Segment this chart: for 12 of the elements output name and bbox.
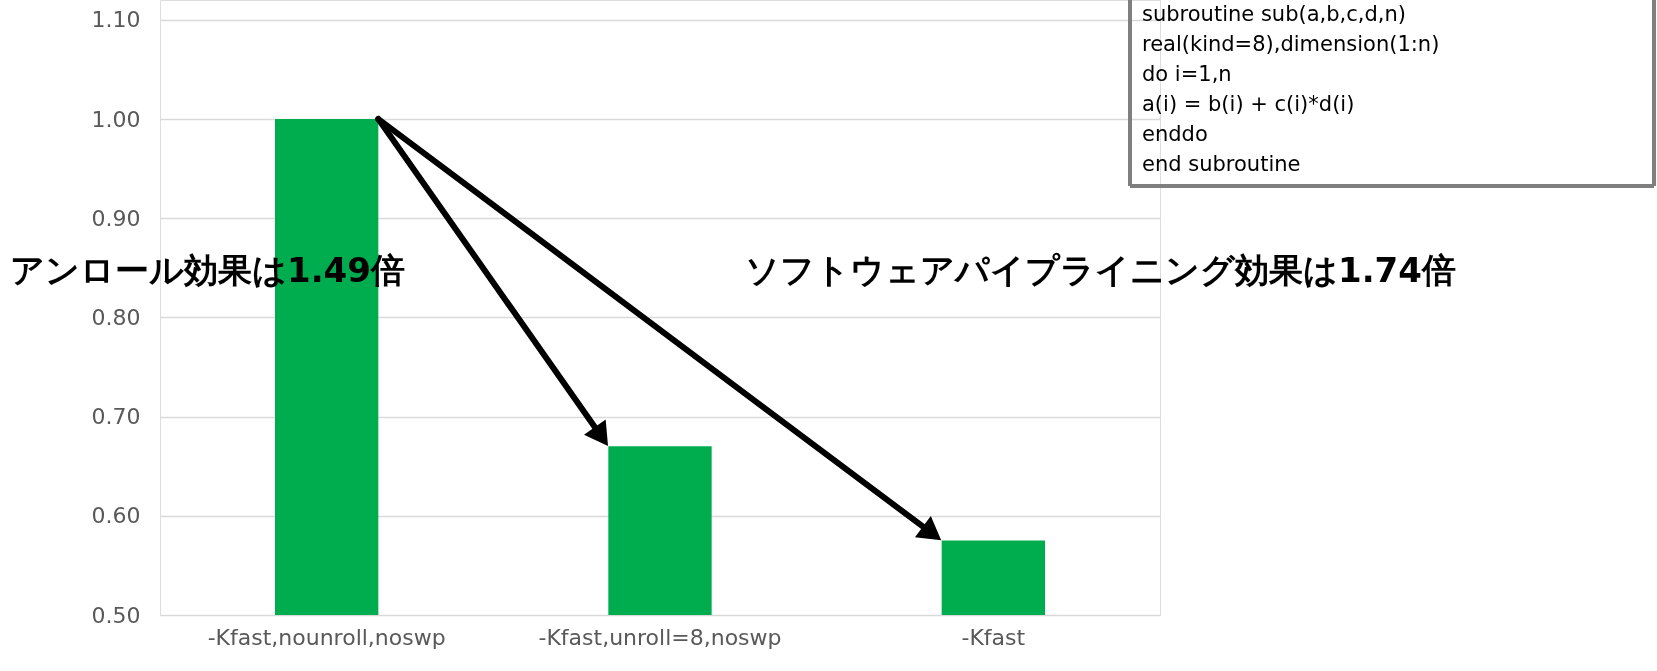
annotation: subroutine sub(a,b,c,d,n) real(kind=8),dimension(1:n) do i=1,n a(i) = b(i) + c(i)*d(i) enddo end subroutine <box>1142 2 1440 176</box>
y-tick-label: 1.00 <box>91 106 141 132</box>
y-tick-label: 0.70 <box>91 404 141 430</box>
y-tick-label: 0.60 <box>91 503 141 529</box>
y-tick-label: 0.90 <box>91 205 141 231</box>
y-tick-label: 0.50 <box>91 602 141 628</box>
y-tick-label: 1.10 <box>91 7 141 33</box>
y-tick-label: 0.80 <box>91 304 141 330</box>
annotation: ソフトウェアパイプライニング効果は1.74倍 <box>745 250 1456 290</box>
x-tick-label: -Kfast,unroll=8,noswp <box>538 624 782 650</box>
x-tick-label: -Kfast,nounroll,noswp <box>207 624 446 650</box>
x-tick-label: -Kfast <box>961 624 1026 650</box>
